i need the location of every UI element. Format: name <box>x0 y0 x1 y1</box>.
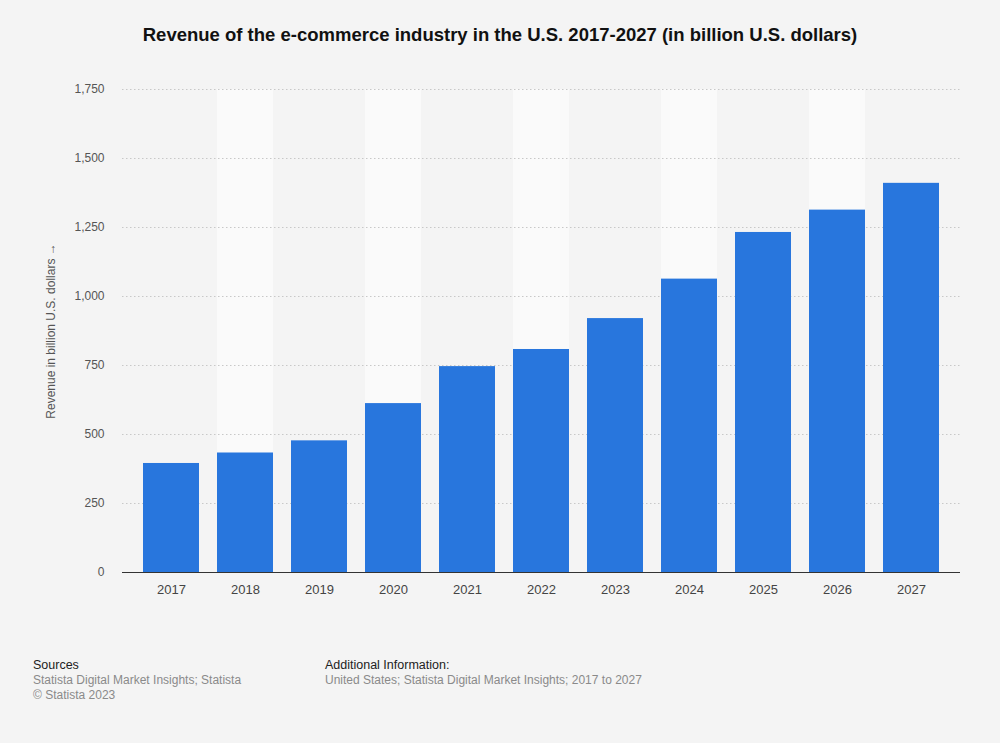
svg-text:Revenue in billion U.S. dollar: Revenue in billion U.S. dollars → <box>44 243 58 418</box>
svg-text:0: 0 <box>98 565 105 579</box>
svg-text:2018: 2018 <box>231 582 260 597</box>
svg-text:500: 500 <box>84 427 104 441</box>
html-text:Additional Information:: Additional Information: <box>325 658 450 672</box>
svg-text:2024: 2024 <box>675 582 704 597</box>
svg-text:2026: 2026 <box>823 582 852 597</box>
html-text:United States; Statista Digita: United States; Statista Digital Market I… <box>325 673 642 687</box>
svg-text:2023: 2023 <box>601 582 630 597</box>
svg-text:2025: 2025 <box>749 582 778 597</box>
html-text:Revenue of the e-commerce indu: Revenue of the e-commerce industry in th… <box>142 24 858 45</box>
svg-text:2027: 2027 <box>897 582 926 597</box>
svg-text:2017: 2017 <box>157 582 186 597</box>
svg-text:1,750: 1,750 <box>74 82 104 96</box>
html-text:© Statista 2023: © Statista 2023 <box>33 688 116 702</box>
svg-text:2020: 2020 <box>379 582 408 597</box>
svg-text:2019: 2019 <box>305 582 334 597</box>
svg-text:1,250: 1,250 <box>74 220 104 234</box>
svg-text:250: 250 <box>84 496 104 510</box>
svg-text:750: 750 <box>84 358 104 372</box>
svg-text:2022: 2022 <box>527 582 556 597</box>
html-text:Statista Digital Market Insigh: Statista Digital Market Insights; Statis… <box>33 673 242 687</box>
svg-text:1,000: 1,000 <box>74 289 104 303</box>
svg-text:2021: 2021 <box>453 582 482 597</box>
html-text:Sources: Sources <box>33 658 79 672</box>
svg-text:1,500: 1,500 <box>74 151 104 165</box>
